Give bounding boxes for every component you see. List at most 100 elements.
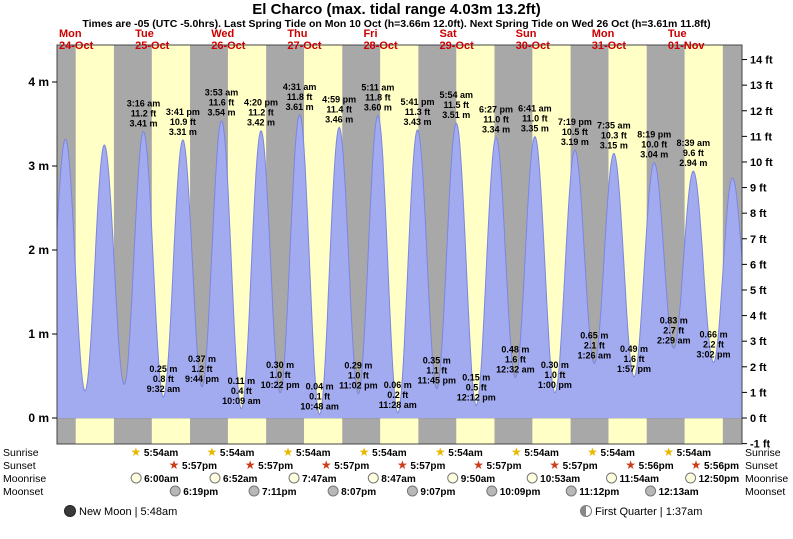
sunset-star-icon: ★ (625, 458, 636, 472)
row-label-moonset-right: Moonset (745, 486, 785, 498)
low-tide-annotation: 10:48 am (300, 402, 339, 412)
moonset-icon (486, 485, 498, 497)
high-tide-annotation: 3.15 m (600, 140, 628, 150)
high-tide-annotation: 11.5 ft (444, 100, 470, 110)
high-tide-annotation: 3:41 pm (166, 107, 200, 117)
day-label-date: 30-Oct (516, 40, 551, 52)
high-tide-annotation: 3.35 m (521, 124, 549, 134)
day-label-dow: Wed (211, 28, 234, 40)
sunrise-star-icon: ★ (663, 445, 674, 459)
moonset-time: 11:12pm (579, 487, 619, 498)
sunrise-time: 5:54am (144, 448, 179, 459)
low-tide-annotation: 1.0 ft (348, 371, 369, 381)
low-tide-annotation: 1.6 ft (624, 354, 645, 364)
y-axis-label-ft: 0 ft (750, 413, 767, 425)
tide-area (57, 114, 742, 419)
sunset-time: 5:57pm (334, 461, 369, 472)
low-tide-annotation: 11:02 pm (339, 381, 378, 391)
day-label-dow: Tue (668, 28, 687, 40)
sunrise-star-icon: ★ (130, 445, 141, 459)
y-axis-label-ft: 8 ft (750, 208, 767, 220)
high-tide-annotation: 3.43 m (404, 117, 432, 127)
sunrise-star-icon: ★ (587, 445, 598, 459)
moonrise-time: 6:00am (144, 474, 179, 485)
sunrise-star-icon: ★ (359, 445, 370, 459)
low-tide-annotation: 2.7 ft (663, 325, 684, 335)
high-tide-annotation: 6:41 am (518, 104, 552, 114)
phase-note-right: First Quarter | 1:37am (595, 506, 702, 518)
phase-note-left: New Moon | 5:48am (79, 506, 177, 518)
moonset-icon (645, 485, 657, 497)
moonrise-time: 6:52am (223, 474, 258, 485)
day-label-dow: Thu (287, 28, 307, 40)
high-tide-annotation: 3.34 m (482, 124, 510, 134)
high-tide-annotation: 3.41 m (129, 119, 157, 129)
moonrise-time: 10:53am (540, 474, 580, 485)
high-tide-annotation: 3:16 am (127, 99, 161, 109)
low-tide-annotation: 3:02 pm (697, 350, 731, 360)
sunset-star-icon: ★ (397, 458, 408, 472)
low-tide-annotation: 1:00 pm (538, 380, 572, 390)
y-axis-label-ft: 12 ft (750, 106, 773, 118)
high-tide-annotation: 4:31 am (283, 82, 317, 92)
y-axis-label-ft: 7 ft (750, 234, 767, 246)
low-tide-annotation: 0.11 m (228, 376, 256, 386)
high-tide-annotation: 3:53 am (205, 88, 239, 98)
high-tide-annotation: 3.04 m (640, 150, 668, 160)
high-tide-annotation: 8:39 am (677, 138, 711, 148)
sunrise-time: 5:54am (524, 448, 559, 459)
moonrise-time: 7:47am (302, 474, 337, 485)
chart-subtitle: Times are -05 (UTC -5.0hrs). Last Spring… (82, 18, 711, 30)
moonrise-icon (606, 472, 618, 484)
sunrise-star-icon: ★ (435, 445, 446, 459)
day-label-dow: Mon (59, 28, 82, 40)
day-label-dow: Sun (516, 28, 537, 40)
row-label-sunrise-left: Sunrise (3, 447, 39, 459)
y-axis-label-ft: 6 ft (750, 259, 767, 271)
high-tide-annotation: 11.2 ft (248, 108, 274, 118)
high-tide-annotation: 11.3 ft (405, 107, 431, 117)
y-axis-label-m: 2 m (28, 243, 49, 257)
low-tide-annotation: 0.65 m (580, 330, 608, 340)
day-label-date: 24-Oct (59, 40, 94, 52)
sunrise-time: 5:54am (677, 448, 712, 459)
moonset-icon (248, 485, 260, 497)
y-axis-label-m: 1 m (28, 327, 49, 341)
high-tide-annotation: 7:35 am (597, 120, 631, 130)
chart-title: El Charco (max. tidal range 4.03m 13.2ft… (252, 1, 541, 18)
moonset-icon (327, 485, 339, 497)
sunset-time: 5:57pm (182, 461, 217, 472)
moonrise-time: 12:50pm (699, 474, 740, 485)
high-tide-annotation: 11.6 ft (209, 98, 235, 108)
y-axis-label-m: 4 m (28, 75, 49, 89)
moonset-time: 6:19pm (183, 487, 218, 498)
sunset-time: 5:57pm (258, 461, 293, 472)
row-label-moonrise-left: Moonrise (3, 473, 46, 485)
sunset-time: 5:56pm (639, 461, 674, 472)
moonrise-icon (367, 472, 379, 484)
low-tide-annotation: 0.30 m (541, 360, 569, 370)
moonset-time: 12:13am (659, 487, 699, 498)
high-tide-annotation: 7:19 pm (558, 117, 592, 127)
moonrise-icon (526, 472, 538, 484)
y-axis-label-ft: 9 ft (750, 183, 767, 195)
low-tide-annotation: 0.29 m (344, 361, 372, 371)
y-axis-label-ft: 5 ft (750, 285, 767, 297)
high-tide-annotation: 5:41 pm (401, 97, 435, 107)
y-axis-label-ft: 11 ft (750, 131, 772, 143)
high-tide-annotation: 3.51 m (442, 110, 470, 120)
low-tide-annotation: 1.0 ft (544, 370, 565, 380)
sunrise-star-icon: ★ (283, 445, 294, 459)
low-tide-annotation: 0.83 m (660, 315, 688, 325)
low-tide-annotation: 1.0 ft (270, 370, 291, 380)
moonset-time: 10:09pm (500, 487, 541, 498)
day-label-date: 31-Oct (592, 40, 627, 52)
moonrise-time: 8:47am (381, 474, 416, 485)
high-tide-annotation: 11.0 ft (522, 114, 548, 124)
sunrise-time: 5:54am (448, 448, 483, 459)
moonrise-time: 11:54am (620, 474, 660, 485)
moonrise-icon (130, 472, 142, 484)
row-label-sunrise-right: Sunrise (745, 447, 781, 459)
